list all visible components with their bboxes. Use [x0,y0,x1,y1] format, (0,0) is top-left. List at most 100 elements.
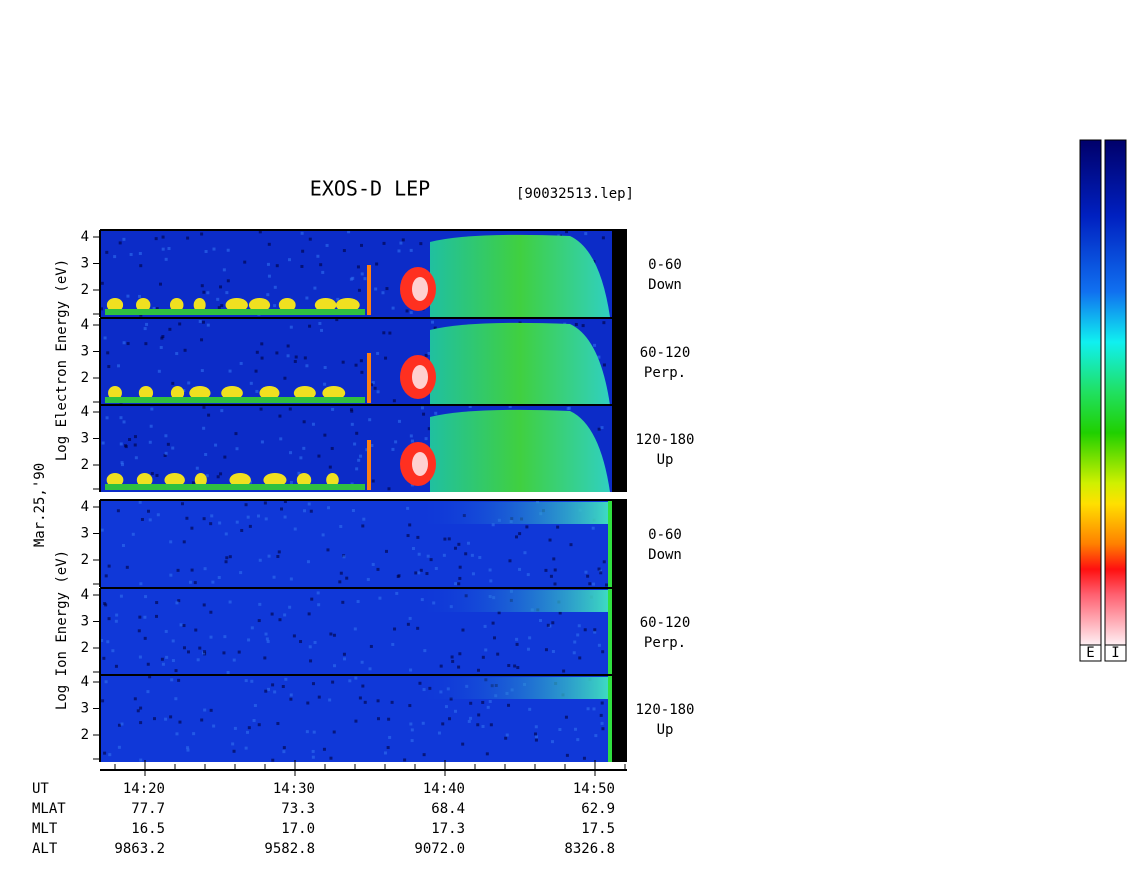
noise [569,543,573,547]
noise [360,272,364,276]
noise [266,640,270,644]
noise [179,623,183,627]
noise [250,679,254,683]
y-tick-label: 4 [81,404,89,420]
noise [202,603,206,607]
noise [302,420,306,424]
spike [367,265,371,315]
noise [486,705,490,709]
noise [169,540,173,544]
noise [528,707,532,711]
noise [203,708,207,712]
noise [369,644,373,648]
noise [275,264,279,268]
noise [186,236,190,240]
noise [600,721,604,725]
noise [294,355,298,359]
band [105,309,365,315]
noise [190,568,194,572]
noise [217,575,221,579]
noise [394,440,398,444]
noise [576,633,580,637]
noise [143,636,147,640]
noise [392,399,396,403]
orbit-value: 9582.8 [264,841,315,857]
noise [200,718,204,722]
noise [226,279,230,283]
noise [164,717,168,721]
noise [584,232,588,236]
noise [100,281,104,285]
noise [286,354,290,358]
noise [508,405,512,409]
noise [332,730,336,734]
noise [202,426,206,430]
noise [192,732,196,736]
noise [584,570,588,574]
noise [419,242,423,246]
band-blob [170,386,185,400]
noise [429,558,433,562]
noise [552,557,556,561]
noise [311,422,315,426]
noise [488,699,492,703]
noise [384,356,388,360]
orbit-value: 77.7 [131,801,165,817]
noise [376,351,380,355]
noise [373,386,377,390]
noise [145,322,149,326]
noise [592,707,596,711]
band-blob [225,298,248,312]
noise [201,320,205,324]
band-blob [164,473,185,487]
noise [174,697,178,701]
noise [497,611,501,615]
edge [608,675,613,762]
noise [202,290,206,294]
y-tick-label: 2 [81,552,89,568]
noise [271,683,275,687]
noise [558,611,562,615]
noise [399,241,403,245]
noise [548,538,552,542]
noise [267,242,271,246]
noise [422,753,426,757]
band-blob [278,298,296,312]
noise [558,728,562,732]
noise [287,258,291,262]
band-blob [314,298,337,312]
noise [397,249,401,253]
y-tick-label: 3 [81,526,89,542]
noise [237,650,241,654]
noise [357,458,361,462]
noise [117,364,121,368]
noise [409,311,413,315]
noise [308,237,312,241]
noise [323,382,327,386]
noise [342,652,346,656]
noise [122,420,126,424]
noise [484,648,488,652]
noise [417,552,421,556]
noise [202,405,206,409]
noise [107,564,111,568]
noise [289,325,293,329]
noise [119,442,123,446]
noise [308,645,312,649]
noise [386,746,390,750]
noise [191,481,195,485]
noise [160,657,164,661]
noise [282,750,286,754]
noise [396,575,400,579]
colorbar-label: E [1086,645,1094,661]
noise [384,549,388,553]
noise [383,751,387,755]
noise [410,439,414,443]
noise [387,717,391,721]
noise [202,517,206,521]
noise [419,568,423,572]
noise [101,699,105,703]
noise [416,626,420,630]
noise [220,304,224,308]
